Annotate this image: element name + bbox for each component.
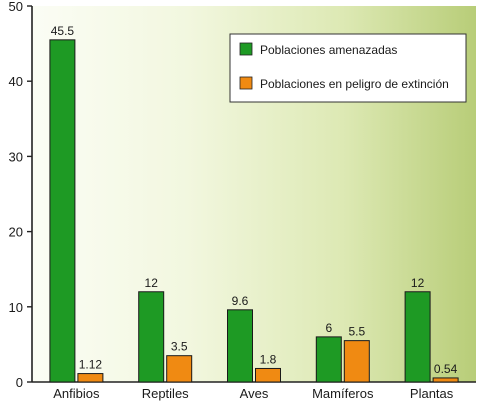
data-label: 12 <box>411 276 425 290</box>
legend-label-threatened: Poblaciones amenazadas <box>260 43 397 57</box>
y-tick-label: 30 <box>9 149 23 164</box>
legend-swatch-endangered <box>239 76 253 90</box>
legend-swatch-threatened <box>239 42 253 56</box>
y-tick-label: 40 <box>9 74 23 89</box>
category-label: Anfibios <box>53 386 100 401</box>
bars: 45.5 1.12 12 3.5 9.6 1.8 6 5.5 12 0.54 <box>49 24 459 383</box>
y-tick-label: 0 <box>16 375 23 390</box>
y-tick-label: 50 <box>9 0 23 14</box>
bar-endangered <box>166 355 193 383</box>
y-tick-label: 10 <box>9 300 23 315</box>
bar-endangered <box>432 377 459 383</box>
category-labels: Anfibios Reptiles Aves Mamíferos Plantas <box>53 386 453 401</box>
data-label: 9.6 <box>232 294 249 308</box>
y-tick-label: 20 <box>9 225 23 240</box>
data-label: 0.54 <box>434 362 458 376</box>
bar-threatened <box>315 336 342 383</box>
y-ticks: 0 10 20 30 40 50 <box>9 0 32 390</box>
bar-threatened <box>49 39 76 383</box>
bar-endangered <box>255 367 281 383</box>
bar-endangered <box>77 373 104 383</box>
data-label: 1.8 <box>260 352 277 366</box>
data-label: 12 <box>145 276 159 290</box>
category-label: Mamíferos <box>312 386 374 401</box>
bar-threatened <box>404 291 431 383</box>
legend-box <box>229 33 467 103</box>
axes <box>31 6 476 383</box>
data-label: 1.12 <box>79 358 103 372</box>
data-label: 45.5 <box>51 24 75 38</box>
data-label: 3.5 <box>171 340 188 354</box>
category-label: Reptiles <box>142 386 189 401</box>
bar-endangered <box>343 340 370 383</box>
data-label: 6 <box>325 321 332 335</box>
category-label: Plantas <box>410 386 454 401</box>
legend: Poblaciones amenazadas Poblaciones en pe… <box>229 33 467 103</box>
bar-threatened <box>138 291 165 383</box>
category-label: Aves <box>240 386 269 401</box>
bar-threatened <box>227 309 253 383</box>
legend-label-endangered: Poblaciones en peligro de extinción <box>260 77 449 91</box>
data-label: 5.5 <box>348 325 365 339</box>
